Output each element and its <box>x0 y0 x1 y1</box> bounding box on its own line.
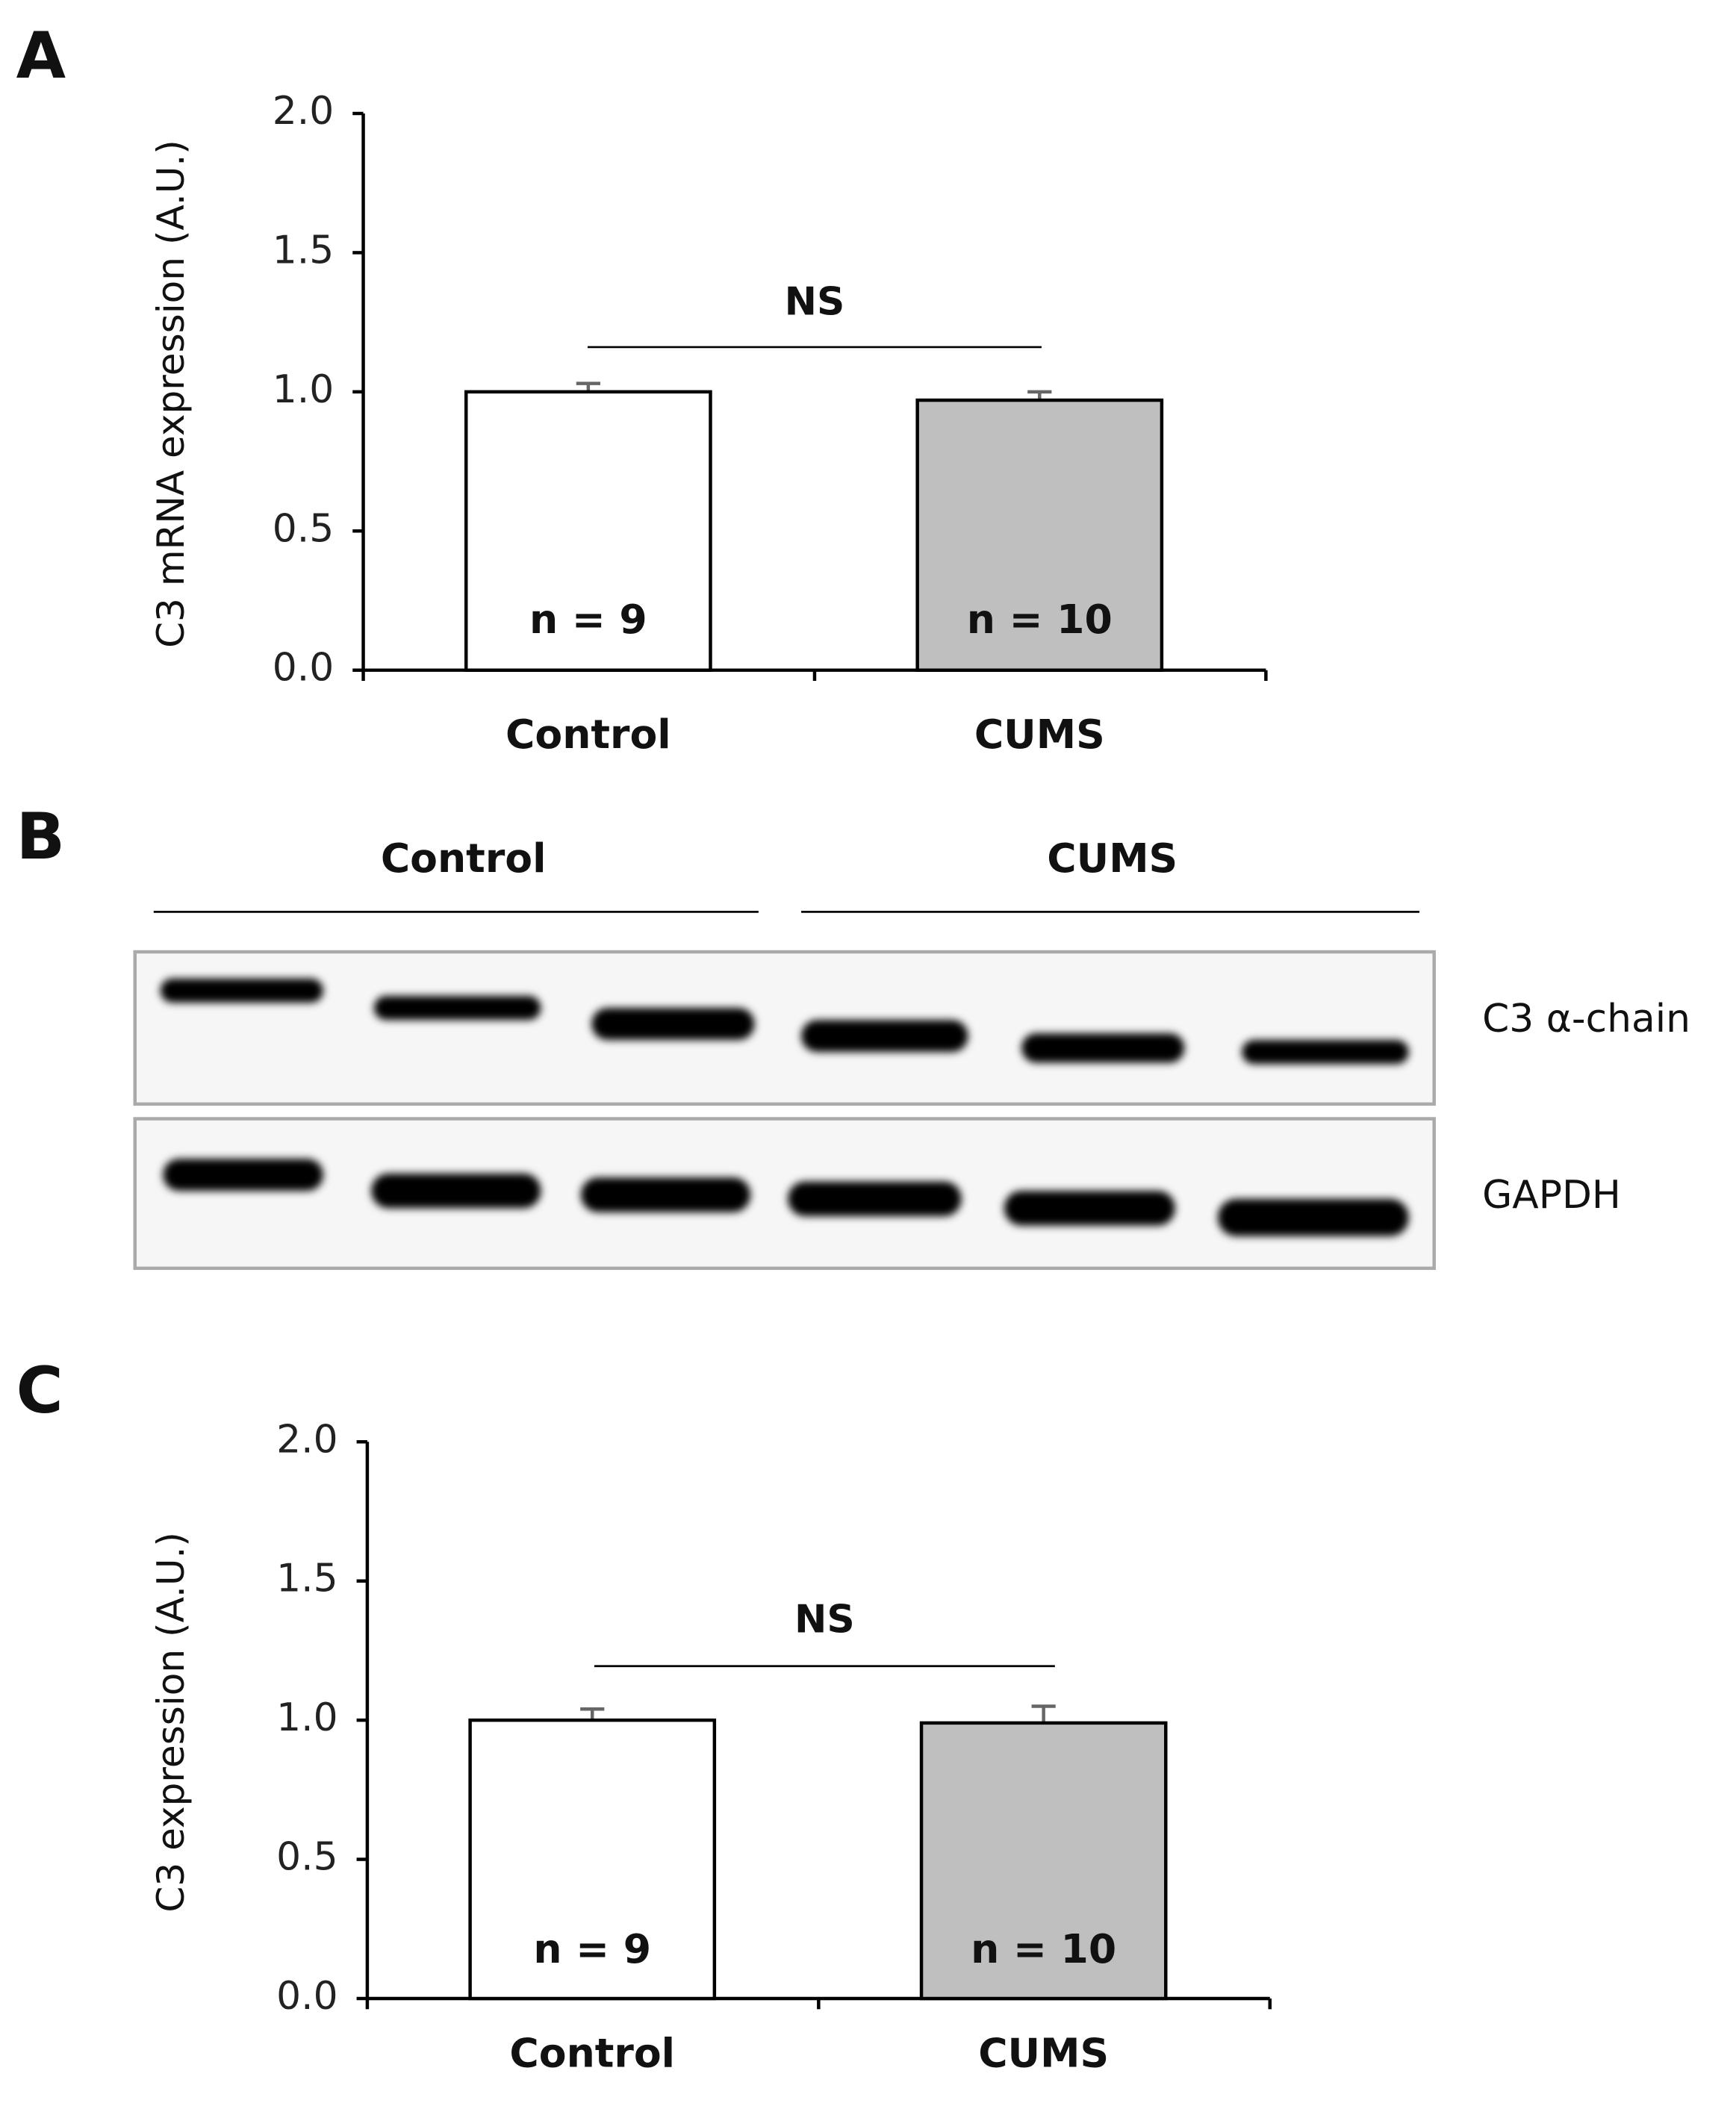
blot-box <box>133 1117 1436 1271</box>
significance-label: NS <box>785 280 845 325</box>
bar <box>915 398 1164 672</box>
bar <box>468 1718 717 2001</box>
panel-label: C <box>16 1354 63 1428</box>
y-tick-label: 0.0 <box>273 646 334 691</box>
y-tick-label: 2.0 <box>273 89 334 134</box>
y-tick-label: 0.5 <box>276 1835 337 1880</box>
y-tick-label: 1.0 <box>273 367 334 412</box>
band <box>1218 1198 1409 1236</box>
band <box>371 1173 541 1209</box>
band <box>801 1020 968 1053</box>
y-tick-label: 2.0 <box>276 1417 337 1462</box>
y-tick-label: 1.0 <box>276 1695 337 1740</box>
blot-box <box>133 950 1436 1106</box>
y-tick-label: 1.5 <box>273 228 334 272</box>
band <box>788 1181 962 1217</box>
y-axis-label: C3 expression (A.U.) <box>149 1532 193 1913</box>
row-label: C3 α-chain <box>1482 997 1690 1041</box>
bar <box>464 390 712 672</box>
band <box>163 1159 323 1191</box>
band <box>1004 1191 1175 1226</box>
bands <box>160 978 1409 1236</box>
panel-label: A <box>16 19 66 93</box>
band <box>591 1008 755 1041</box>
band <box>1021 1033 1185 1063</box>
bar-label: n = 9 <box>529 596 647 643</box>
x-tick-label: CUMS <box>974 711 1105 758</box>
x-tick-label: CUMS <box>978 2030 1109 2077</box>
y-axis-label: C3 mRNA expression (A.U.) <box>149 140 193 648</box>
group-label: Control <box>381 835 547 882</box>
x-tick-label: Control <box>505 711 671 758</box>
band <box>1242 1040 1409 1065</box>
band <box>581 1177 751 1212</box>
bar-label: n = 9 <box>533 1925 651 1972</box>
y-tick-label: 0.0 <box>276 1974 337 2019</box>
bar-label: n = 10 <box>971 1925 1116 1972</box>
bar <box>919 1721 1168 2001</box>
significance-label: NS <box>794 1598 855 1642</box>
bar-label: n = 10 <box>967 596 1113 643</box>
band <box>160 978 323 1003</box>
panel-label: B <box>16 800 65 874</box>
band <box>373 996 541 1021</box>
y-tick-label: 0.5 <box>273 506 334 551</box>
row-label: GAPDH <box>1482 1173 1621 1218</box>
x-tick-label: Control <box>509 2030 675 2077</box>
y-tick-label: 1.5 <box>276 1557 337 1601</box>
group-label: CUMS <box>1047 835 1177 882</box>
